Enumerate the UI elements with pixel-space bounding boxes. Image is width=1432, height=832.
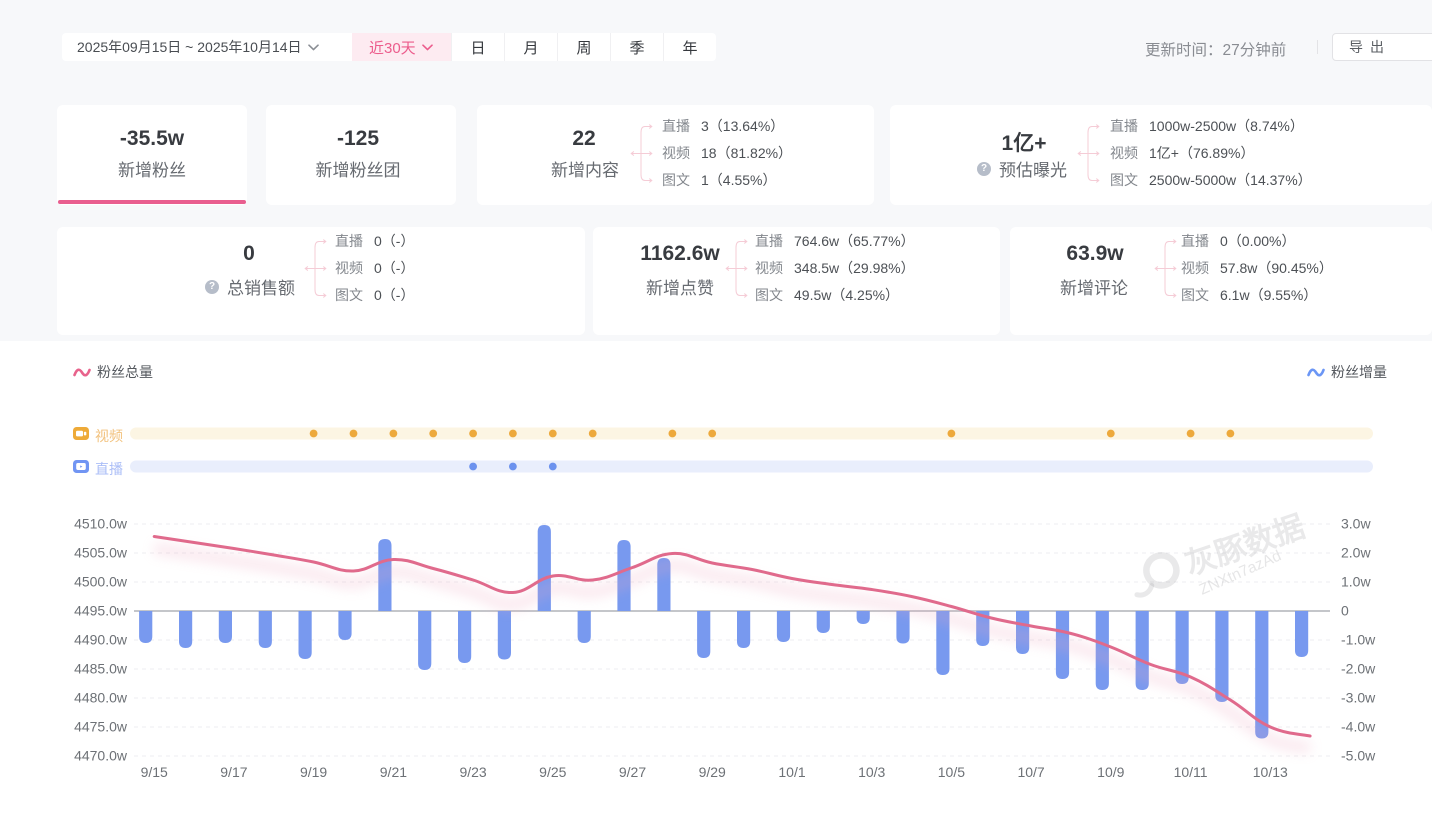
svg-text:4495.0w: 4495.0w [74,603,128,619]
svg-text:2.0w: 2.0w [1341,545,1371,561]
svg-text:-5.0w: -5.0w [1341,748,1376,764]
svg-text:10/9: 10/9 [1097,764,1124,780]
svg-text:10/1: 10/1 [778,764,805,780]
svg-text:9/27: 9/27 [619,764,646,780]
svg-text:9/15: 9/15 [141,764,168,780]
svg-text:4490.0w: 4490.0w [74,632,128,648]
svg-text:-3.0w: -3.0w [1341,690,1376,706]
svg-text:9/17: 9/17 [220,764,247,780]
svg-text:9/29: 9/29 [699,764,726,780]
svg-text:10/5: 10/5 [938,764,965,780]
svg-text:4500.0w: 4500.0w [74,574,128,590]
svg-text:9/19: 9/19 [300,764,327,780]
svg-text:4510.0w: 4510.0w [74,516,128,532]
svg-text:-1.0w: -1.0w [1341,632,1376,648]
svg-text:10/11: 10/11 [1174,764,1208,780]
svg-text:4505.0w: 4505.0w [74,545,128,561]
svg-text:4475.0w: 4475.0w [74,719,128,735]
svg-text:4470.0w: 4470.0w [74,748,128,764]
svg-text:10/13: 10/13 [1253,764,1288,780]
svg-text:10/7: 10/7 [1017,764,1044,780]
svg-text:-4.0w: -4.0w [1341,719,1376,735]
svg-text:9/23: 9/23 [459,764,486,780]
svg-text:0: 0 [1341,603,1349,619]
svg-text:9/21: 9/21 [380,764,407,780]
svg-text:10/3: 10/3 [858,764,885,780]
svg-text:3.0w: 3.0w [1341,516,1371,532]
svg-text:4480.0w: 4480.0w [74,690,128,706]
svg-text:4485.0w: 4485.0w [74,661,128,677]
svg-text:-2.0w: -2.0w [1341,661,1376,677]
svg-text:1.0w: 1.0w [1341,574,1371,590]
svg-text:9/25: 9/25 [539,764,566,780]
